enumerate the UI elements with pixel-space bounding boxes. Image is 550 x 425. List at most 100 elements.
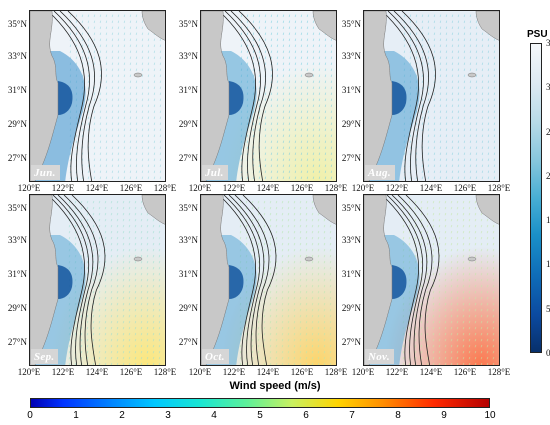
yangtze-estuary-plume-core	[392, 265, 407, 299]
latitude-label: 29°N	[341, 119, 361, 129]
land-mask	[201, 11, 336, 181]
month-label: Nov.	[365, 349, 394, 364]
salinity-tick-label: 5	[546, 303, 550, 314]
latitude-label: 35°N	[7, 19, 27, 29]
latitude-label: 31°N	[341, 269, 361, 279]
latitude-label: 33°N	[178, 51, 198, 61]
longitude-label: 120°E	[17, 367, 41, 377]
latitude-label: 27°N	[341, 337, 361, 347]
longitude-label: 122°E	[222, 367, 246, 377]
month-label: Sep.	[31, 349, 59, 364]
wind-colorbar-title: Wind speed (m/s)	[229, 380, 321, 392]
latitude-label: 29°N	[7, 303, 27, 313]
salinity-tick-label: 20	[546, 170, 550, 181]
wind-tick-label: 4	[211, 410, 217, 421]
longitude-label: 124°E	[256, 183, 280, 193]
longitude-label: 126°E	[453, 367, 477, 377]
salinity-tick-label: 30	[546, 82, 550, 93]
latitude-label: 35°N	[7, 203, 27, 213]
latitude-label: 31°N	[7, 85, 27, 95]
map-svg	[30, 195, 165, 365]
wind-vector-field	[403, 14, 496, 180]
yangtze-estuary-plume-core	[58, 265, 73, 299]
map-svg	[201, 195, 336, 365]
latitude-label: 33°N	[341, 235, 361, 245]
longitude-label: 126°E	[290, 367, 314, 377]
wind-tick-label: 7	[349, 410, 355, 421]
longitude-label: 128°E	[487, 183, 511, 193]
longitude-label: 126°E	[290, 183, 314, 193]
latitude-label: 31°N	[178, 269, 198, 279]
wind-vector-field	[402, 200, 499, 365]
salinity-contours	[218, 11, 273, 181]
longitude-label: 124°E	[256, 367, 280, 377]
wind-tick-label: 1	[73, 410, 79, 421]
wind-tick-label: 3	[165, 410, 171, 421]
yangtze-estuary-plume-core	[229, 81, 244, 115]
latitude-label: 29°N	[178, 303, 198, 313]
wind-tick-label: 5	[257, 410, 263, 421]
longitude-label: 122°E	[51, 367, 75, 377]
latitude-label: 33°N	[7, 51, 27, 61]
longitude-label: 120°E	[188, 367, 212, 377]
latitude-label: 33°N	[178, 235, 198, 245]
wind-tick-label: 6	[303, 410, 309, 421]
land-mask	[364, 195, 499, 365]
salinity-contours	[218, 195, 277, 365]
month-label: Oct.	[202, 349, 229, 364]
map-panel-aug: Aug.	[363, 10, 500, 182]
salinity-colorbar	[530, 43, 542, 353]
wind-tick-label: 0	[27, 410, 33, 421]
longitude-label: 126°E	[453, 183, 477, 193]
land-mask	[364, 11, 499, 181]
yangtze-estuary-plume-core	[58, 81, 73, 115]
latitude-label: 27°N	[178, 153, 198, 163]
latitude-label: 31°N	[7, 269, 27, 279]
latitude-label: 29°N	[178, 119, 198, 129]
latitude-label: 29°N	[7, 119, 27, 129]
latitude-label: 33°N	[341, 51, 361, 61]
yangtze-estuary-plume-core	[392, 81, 407, 115]
longitude-label: 128°E	[324, 367, 348, 377]
longitude-label: 120°E	[188, 183, 212, 193]
map-panel-nov: Nov.	[363, 194, 500, 366]
map-svg	[364, 11, 499, 181]
wind-tick-label: 10	[484, 410, 496, 421]
salinity-contours	[47, 11, 102, 181]
map-panel-oct: Oct.	[200, 194, 337, 366]
map-svg	[201, 11, 336, 181]
longitude-label: 124°E	[85, 367, 109, 377]
yangtze-estuary-plume-core	[229, 265, 244, 299]
month-label: Jul.	[202, 165, 228, 180]
longitude-label: 120°E	[351, 367, 375, 377]
longitude-label: 128°E	[153, 183, 177, 193]
longitude-label: 122°E	[385, 183, 409, 193]
month-label: Jun.	[31, 165, 60, 180]
longitude-label: 122°E	[222, 183, 246, 193]
latitude-label: 27°N	[341, 153, 361, 163]
longitude-label: 122°E	[385, 367, 409, 377]
salinity-tick-label: 10	[546, 259, 550, 270]
latitude-label: 27°N	[7, 337, 27, 347]
latitude-label: 35°N	[341, 19, 361, 29]
longitude-label: 122°E	[51, 183, 75, 193]
salinity-tick-label: 15	[546, 215, 550, 226]
longitude-label: 124°E	[419, 367, 443, 377]
latitude-label: 35°N	[341, 203, 361, 213]
wind-tick-label: 9	[441, 410, 447, 421]
longitude-label: 126°E	[119, 183, 143, 193]
salinity-tick-label: 25	[546, 126, 550, 137]
latitude-label: 35°N	[178, 203, 198, 213]
longitude-label: 128°E	[324, 183, 348, 193]
map-panel-sep: Sep.	[29, 194, 166, 366]
longitude-label: 120°E	[351, 183, 375, 193]
map-panel-jul: Jul.	[200, 10, 337, 182]
longitude-label: 124°E	[419, 183, 443, 193]
longitude-label: 120°E	[17, 183, 41, 193]
salinity-tick-label: 0	[546, 348, 550, 358]
wind-tick-label: 8	[395, 410, 401, 421]
latitude-label: 27°N	[178, 337, 198, 347]
map-svg	[364, 195, 499, 365]
salinity-tick-label: 35	[546, 38, 550, 48]
wind-colorbar	[30, 398, 490, 408]
